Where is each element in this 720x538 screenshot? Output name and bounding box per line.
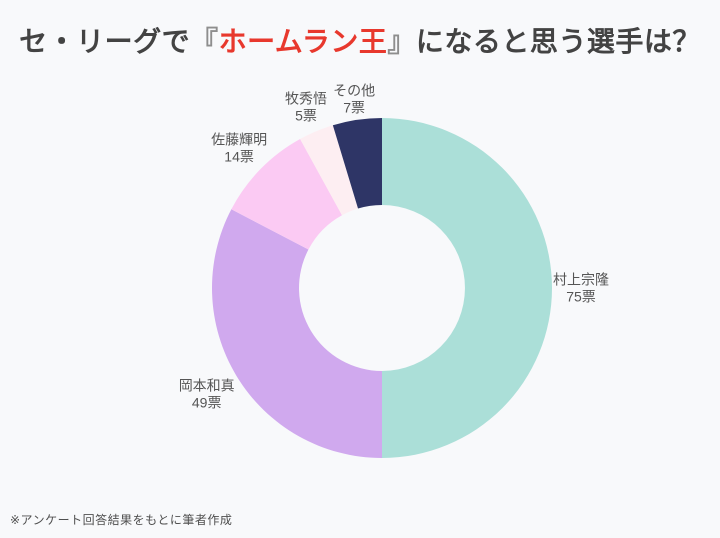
title-bracket-open: 『 (190, 26, 219, 57)
title-prefix: セ・リーグで (19, 26, 191, 57)
title-bracket-close: 』 (387, 26, 416, 57)
donut-slice-0 (382, 118, 552, 458)
donut-slice-4 (332, 118, 382, 209)
footer-note: ※アンケート回答結果をもとに筆者作成 (10, 513, 233, 527)
title-suffix: になると思う選手は？ (415, 26, 701, 57)
donut-slice-3 (300, 125, 359, 216)
title-highlight: ホームラン王 (218, 26, 388, 57)
donut-slice-2 (231, 139, 343, 250)
page-title: セ・リーグで『ホームラン王』になると思う選手は？ (0, 20, 720, 60)
donut-slice-1 (212, 209, 382, 458)
